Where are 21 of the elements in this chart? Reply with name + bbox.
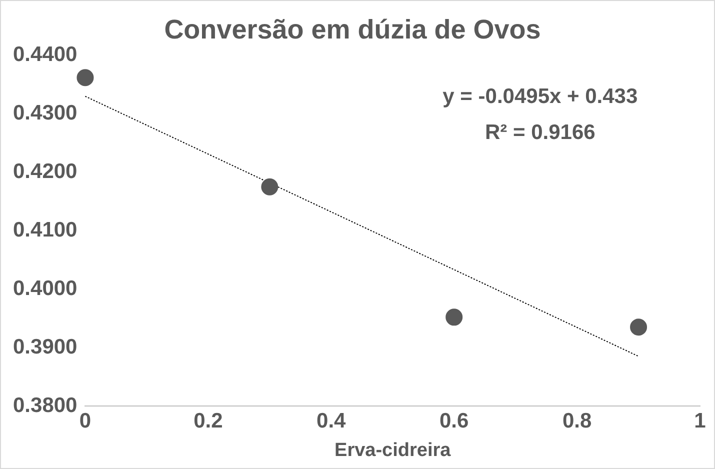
y-tick-label: 0.4000 (12, 276, 78, 300)
y-tick-label: 0.4300 (12, 102, 78, 125)
y-tick-label: 0.4100 (12, 218, 78, 242)
y-tick-label: 0.4200 (12, 160, 78, 184)
annotation: R² = 0.9166 (484, 121, 596, 144)
y-tick-label: 0.3900 (12, 335, 78, 358)
point (446, 308, 463, 326)
x-axis-title: Erva-cidreira (334, 440, 452, 461)
x-tick-label: 0.8 (562, 409, 592, 432)
x-tick-label: 1 (694, 409, 706, 432)
point (76, 69, 94, 86)
chart-title: Conversão em dúzia de Ovos (164, 14, 541, 45)
x-tick-label: 0.6 (439, 409, 469, 432)
x-tick-label: 0.2 (194, 409, 223, 432)
x-tick-label: 0 (79, 409, 92, 432)
annotation: y = -0.0495x + 0.433 (442, 85, 638, 108)
point (261, 178, 278, 196)
y-tick-label: 0.3800 (12, 394, 78, 417)
x-tick-label: 0.4 (316, 409, 346, 432)
point (630, 318, 648, 336)
y-tick-label: 0.4400 (12, 43, 78, 66)
